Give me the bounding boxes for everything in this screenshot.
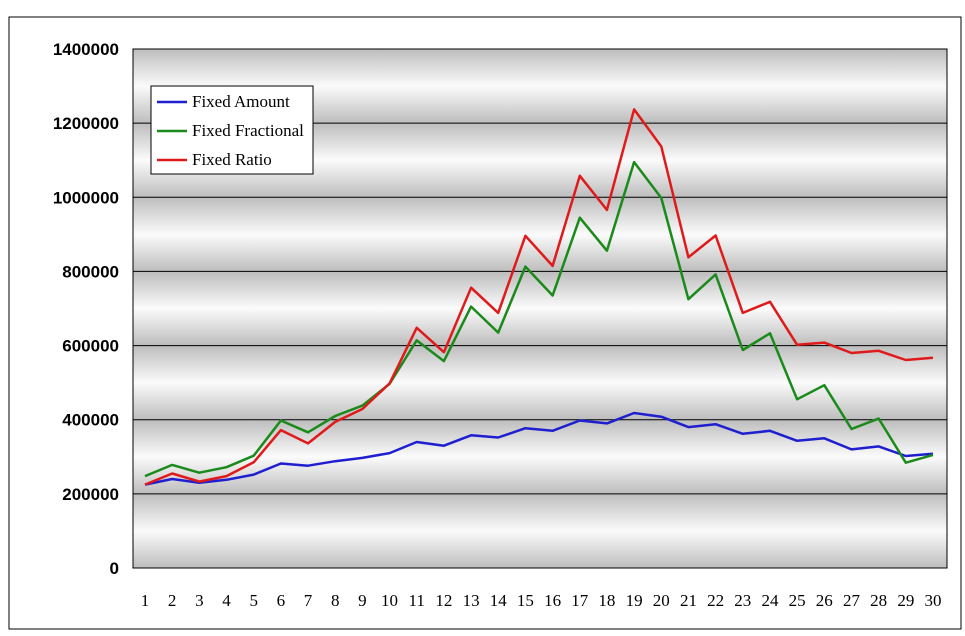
x-tick-label: 10: [381, 591, 398, 610]
x-tick-label: 24: [761, 591, 779, 610]
x-tick-label: 29: [897, 591, 914, 610]
series-line-fixed-ratio: [144, 108, 934, 486]
y-tick-label: 1200000: [53, 114, 119, 133]
series-lines: [144, 108, 934, 486]
legend: Fixed Amount Fixed Fractional Fixed Ratio: [150, 85, 314, 175]
x-tick-label: 13: [463, 591, 480, 610]
x-tick-label: 4: [222, 591, 231, 610]
plot-band: [133, 493, 947, 568]
y-tick-label: 800000: [62, 262, 119, 281]
x-tick-label: 19: [626, 591, 643, 610]
x-tick-label: 12: [435, 591, 452, 610]
x-tick-label: 16: [544, 591, 561, 610]
y-tick-label: 0: [110, 559, 119, 578]
y-tick-label: 1000000: [53, 188, 119, 207]
x-tick-label: 14: [490, 591, 508, 610]
x-tick-label: 11: [409, 591, 425, 610]
plot-band: [133, 419, 947, 494]
x-tick-label: 18: [598, 591, 615, 610]
x-tick-label: 8: [331, 591, 340, 610]
x-tick-label: 6: [277, 591, 286, 610]
x-tick-label: 7: [304, 591, 313, 610]
legend-label: Fixed Ratio: [192, 150, 272, 169]
y-axis-ticks: 0 200000 400000 600000 800000 1000000 1200000 1…: [53, 40, 119, 578]
x-tick-label: 1: [141, 591, 150, 610]
plot-band: [133, 345, 947, 420]
chart-frame: [8, 16, 962, 630]
x-tick-label: 22: [707, 591, 724, 610]
y-tick-label: 200000: [62, 485, 119, 504]
x-tick-label: 5: [249, 591, 258, 610]
plot-band: [133, 197, 947, 272]
x-axis-ticks: 1 2 3 4 5 6 7 8 9 10 11 12 13 14 15 16 17 18 19 20 21 22 23 24 2…: [141, 591, 942, 610]
y-tick-label: 600000: [62, 337, 119, 356]
series-line-fixed-amount: [144, 411, 934, 486]
series-line-fixed-fractional: [144, 160, 934, 478]
x-tick-label: 27: [843, 591, 861, 610]
x-tick-label: 21: [680, 591, 697, 610]
y-tick-label: 1400000: [53, 40, 119, 59]
x-tick-label: 30: [925, 591, 942, 610]
y-tick-label: 400000: [62, 411, 119, 430]
x-tick-label: 28: [870, 591, 887, 610]
legend-label: Fixed Amount: [192, 92, 290, 111]
x-tick-label: 2: [168, 591, 177, 610]
x-tick-label: 3: [195, 591, 204, 610]
x-tick-label: 15: [517, 591, 534, 610]
gridlines: [133, 48, 947, 495]
x-tick-label: 17: [571, 591, 589, 610]
x-tick-label: 9: [358, 591, 367, 610]
legend-label: Fixed Fractional: [192, 121, 304, 140]
x-tick-label: 20: [653, 591, 670, 610]
x-tick-label: 26: [816, 591, 833, 610]
x-tick-label: 25: [789, 591, 806, 610]
x-tick-label: 23: [734, 591, 751, 610]
